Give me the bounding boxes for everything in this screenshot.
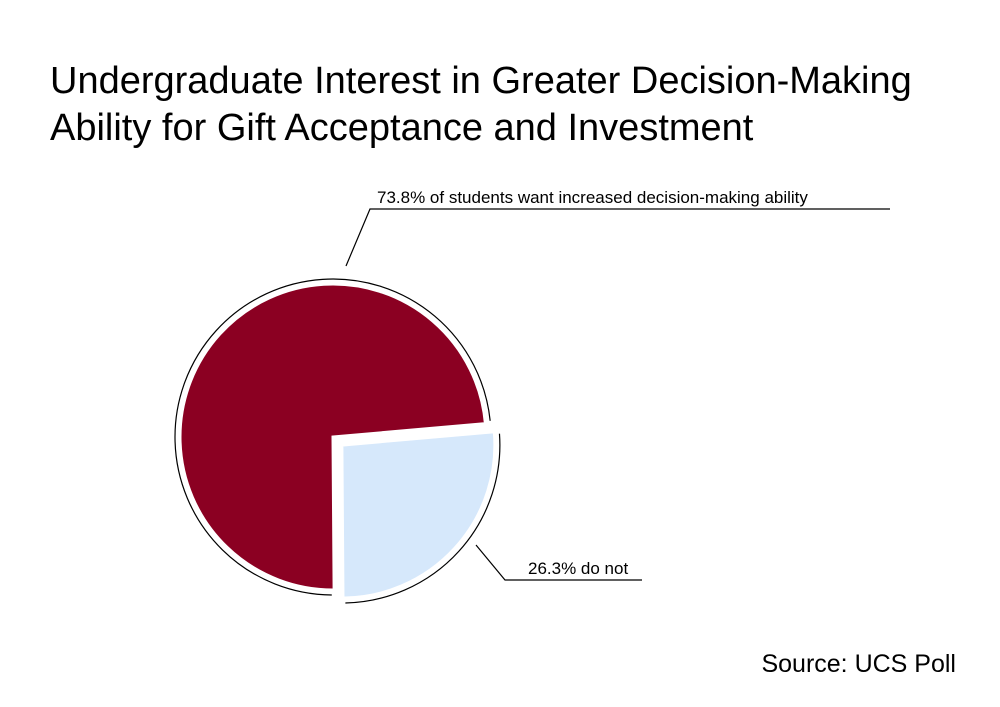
annotation-label-do-not: 26.3% do not bbox=[528, 559, 628, 578]
chart-title: Undergraduate Interest in Greater Decisi… bbox=[50, 58, 950, 152]
annotation-do-not: 26.3% do not bbox=[475, 544, 642, 581]
chart-title-line-1: Undergraduate Interest in Greater Decisi… bbox=[50, 60, 912, 102]
source-note: Source: UCS Poll bbox=[761, 650, 956, 678]
pie-slices bbox=[174, 278, 501, 604]
annotation-want: 73.8% of students want increased decisio… bbox=[345, 188, 890, 267]
pie-outline-want bbox=[174, 278, 491, 596]
pie-slice-want bbox=[178, 282, 488, 592]
leader-line-want bbox=[345, 208, 890, 267]
annotation-label-want: 73.8% of students want increased decisio… bbox=[377, 188, 808, 207]
chart-title-line-2: Ability for Gift Acceptance and Investme… bbox=[50, 107, 754, 149]
leader-line-do-not bbox=[475, 544, 642, 581]
pie-outline-do-not bbox=[345, 433, 501, 604]
pie-slice-do-not bbox=[340, 430, 497, 600]
